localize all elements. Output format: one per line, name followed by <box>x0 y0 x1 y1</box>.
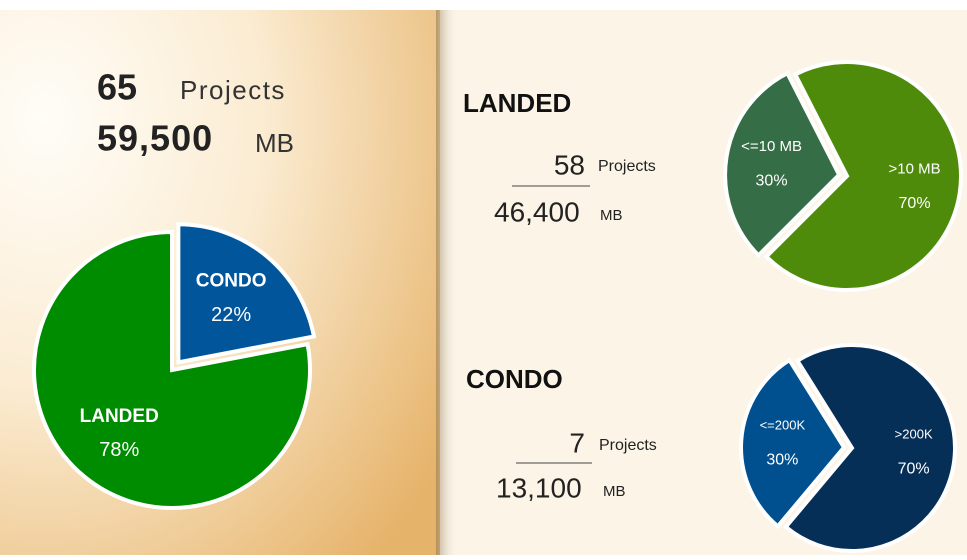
pie-slice <box>723 70 842 259</box>
group-projects-label: Projects <box>599 437 657 454</box>
group-size: 13,100 <box>496 472 582 503</box>
pie-slice <box>782 343 957 553</box>
slice-category: CONDO <box>196 271 267 292</box>
panel-shadow <box>436 10 458 555</box>
group-projects: 58 <box>554 149 585 180</box>
size-unit: MB <box>255 128 294 158</box>
group-unit: MB <box>600 207 623 224</box>
total-projects: 65 <box>97 67 137 108</box>
group-unit: MB <box>603 483 626 500</box>
pie-slice <box>176 222 317 365</box>
projects-label: Projects <box>180 75 286 105</box>
pie-title: LANDED <box>463 88 571 118</box>
slice-category: LANDED <box>80 406 159 427</box>
group-size: 46,400 <box>494 196 580 227</box>
slice-value-label: 70% <box>899 195 931 212</box>
pie-slice <box>32 229 312 510</box>
slice-value-label: 22% <box>211 304 251 326</box>
slice-category: <=200K <box>760 418 806 433</box>
pie-title: CONDO <box>466 364 563 394</box>
slice-category: <=10 MB <box>741 138 802 155</box>
group-projects-label: Projects <box>598 158 656 175</box>
slice-category: >200K <box>895 427 933 442</box>
slice-value-label: 78% <box>99 439 139 461</box>
group-projects: 7 <box>569 427 585 458</box>
pie-slice <box>739 357 847 530</box>
pie-slice <box>763 60 963 292</box>
slice-value-label: 30% <box>756 172 788 189</box>
slice-value-label: 30% <box>766 451 798 468</box>
slice-category: >10 MB <box>888 161 940 178</box>
slice-value-label: 70% <box>898 461 930 478</box>
total-size: 59,500 <box>97 118 213 159</box>
